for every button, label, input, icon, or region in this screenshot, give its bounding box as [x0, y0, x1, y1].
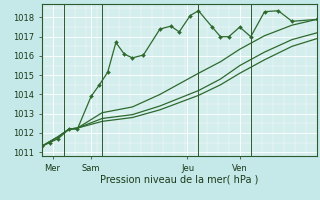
- X-axis label: Pression niveau de la mer( hPa ): Pression niveau de la mer( hPa ): [100, 174, 258, 184]
